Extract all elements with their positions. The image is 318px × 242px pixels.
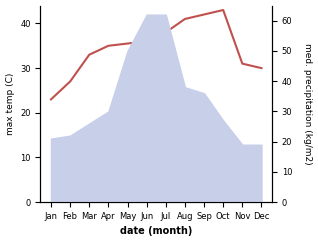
X-axis label: date (month): date (month) bbox=[120, 227, 192, 236]
Y-axis label: med. precipitation (kg/m2): med. precipitation (kg/m2) bbox=[303, 43, 313, 165]
Y-axis label: max temp (C): max temp (C) bbox=[5, 73, 15, 135]
